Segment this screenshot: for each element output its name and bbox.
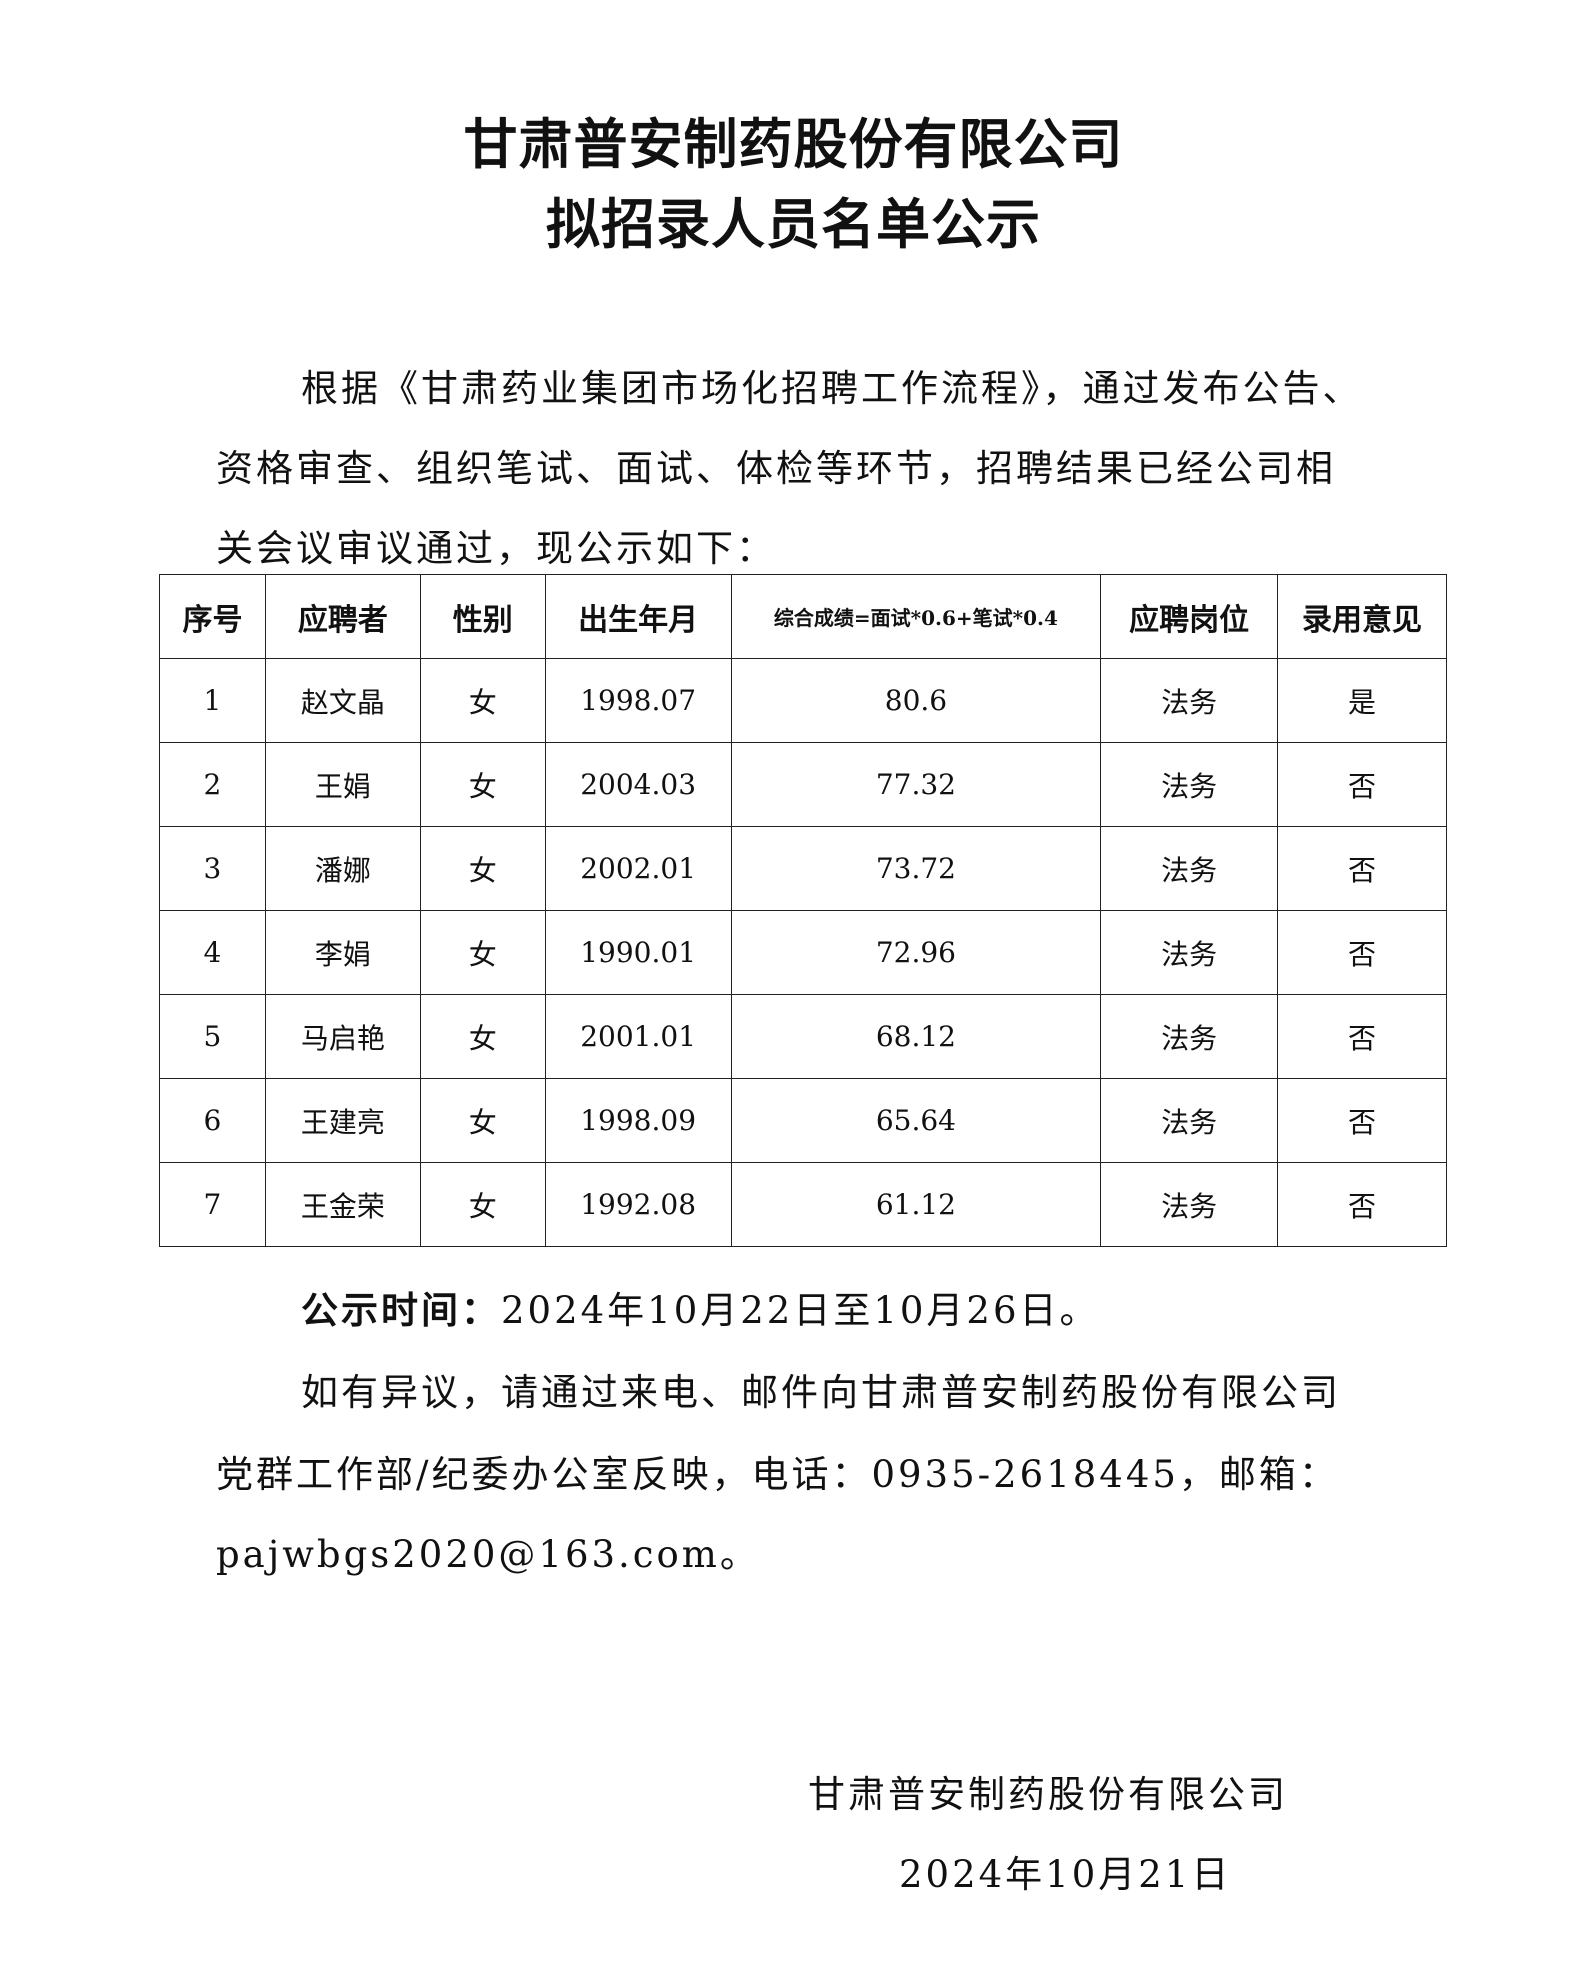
column-header: 应聘岗位 <box>1100 574 1279 659</box>
table-cell: 王金荣 <box>264 1162 421 1247</box>
table-cell: 赵文晶 <box>264 658 421 743</box>
table-cell: 法务 <box>1100 994 1279 1079</box>
table-cell: 6 <box>159 1078 266 1163</box>
document-subtitle: 拟招录人员名单公示 <box>546 192 1041 256</box>
table-cell: 否 <box>1277 826 1447 911</box>
table-cell: 否 <box>1277 994 1447 1079</box>
table-body: 1 赵文晶女 1998.07 80.6 法务是 2 王娟女 2004.03 77.32 法务否 3 潘… <box>159 658 1447 1247</box>
notice-email: pajwbgs2020@163.com。 <box>216 1533 760 1576</box>
intro-line-2: 资格审查、组织笔试、面试、体检等环节，招聘结果已经公司相 <box>216 447 1336 490</box>
table-cell: 法务 <box>1100 658 1279 743</box>
table-row: 2 王娟女 2004.03 77.32 法务否 <box>159 742 1447 827</box>
table-cell: 法务 <box>1100 910 1279 995</box>
table-row: 5 马启艳女 2001.01 68.12 法务否 <box>159 994 1447 1079</box>
table-cell: 法务 <box>1100 742 1279 827</box>
table-cell: 1 <box>159 658 266 743</box>
column-header: 录用意见 <box>1277 574 1447 659</box>
table-cell: 王建亮 <box>264 1078 421 1163</box>
table-cell: 1998.09 <box>544 1078 732 1163</box>
table-cell: 女 <box>419 910 546 995</box>
table-row: 6 王建亮女 1998.09 65.64 法务否 <box>159 1078 1447 1163</box>
table-cell: 是 <box>1277 658 1447 743</box>
table-cell: 马启艳 <box>264 994 421 1079</box>
notice-line-2: 党群工作部/纪委办公室反映，电话：0935-2618445，邮箱： <box>216 1453 1339 1496</box>
signature-org: 甘肃普安制药股份有限公司 <box>808 1773 1288 1816</box>
table-cell: 法务 <box>1100 826 1279 911</box>
table-header-row: 序号 应聘者 性别 出生年月 综合成绩=面试*0.6+笔试*0.4 应聘岗位 录用意见 <box>159 574 1447 659</box>
table-cell: 7 <box>159 1162 266 1247</box>
table-cell: 否 <box>1277 1162 1447 1247</box>
document-title: 甘肃普安制药股份有限公司 <box>463 112 1124 176</box>
signature-date: 2024年10月21日 <box>899 1853 1232 1896</box>
table-cell: 1998.07 <box>544 658 732 743</box>
table-cell: 法务 <box>1100 1162 1279 1247</box>
column-header: 序号 <box>159 574 266 659</box>
table-cell: 否 <box>1277 1078 1447 1163</box>
table-cell: 王娟 <box>264 742 421 827</box>
table-cell: 1990.01 <box>544 910 732 995</box>
table-cell: 80.6 <box>730 658 1102 743</box>
notice-period-label: 公示时间： <box>301 1288 501 1332</box>
table-cell: 5 <box>159 994 266 1079</box>
column-header: 性别 <box>419 574 546 659</box>
table-cell: 李娟 <box>264 910 421 995</box>
notice-period: 公示时间：2024年10月22日至10月26日。 <box>301 1280 1100 1334</box>
notice-period-value: 2024年10月22日至10月26日。 <box>501 1289 1100 1332</box>
table-row: 7 王金荣女 1992.08 61.12 法务否 <box>159 1162 1447 1247</box>
table-cell: 否 <box>1277 910 1447 995</box>
table-cell: 女 <box>419 826 546 911</box>
table-row: 1 赵文晶女 1998.07 80.6 法务是 <box>159 658 1447 743</box>
table-cell: 4 <box>159 910 266 995</box>
table-cell: 女 <box>419 1162 546 1247</box>
table-cell: 女 <box>419 994 546 1079</box>
table-row: 3 潘娜女 2002.01 73.72 法务否 <box>159 826 1447 911</box>
table-cell: 2 <box>159 742 266 827</box>
column-header: 出生年月 <box>544 574 732 659</box>
table-cell: 法务 <box>1100 1078 1279 1163</box>
table-cell: 女 <box>419 742 546 827</box>
table-cell: 68.12 <box>730 994 1102 1079</box>
column-header: 综合成绩=面试*0.6+笔试*0.4 <box>730 574 1102 659</box>
table-cell: 否 <box>1277 742 1447 827</box>
table-cell: 65.64 <box>730 1078 1102 1163</box>
table-cell: 女 <box>419 658 546 743</box>
table-cell: 2002.01 <box>544 826 732 911</box>
table-cell: 77.32 <box>730 742 1102 827</box>
table-cell: 潘娜 <box>264 826 421 911</box>
intro-line-3: 关会议审议通过，现公示如下： <box>216 527 776 570</box>
table-cell: 2004.03 <box>544 742 732 827</box>
table-cell: 1992.08 <box>544 1162 732 1247</box>
table-cell: 72.96 <box>730 910 1102 995</box>
table-cell: 73.72 <box>730 826 1102 911</box>
column-header: 应聘者 <box>264 574 421 659</box>
table-row: 4 李娟女 1990.01 72.96 法务否 <box>159 910 1447 995</box>
table-cell: 2001.01 <box>544 994 732 1079</box>
table-cell: 女 <box>419 1078 546 1163</box>
intro-line-1: 根据《甘肃药业集团市场化招聘工作流程》，通过发布公告、 <box>301 367 1363 410</box>
table-cell: 3 <box>159 826 266 911</box>
notice-line-1: 如有异议，请通过来电、邮件向甘肃普安制药股份有限公司 <box>301 1371 1341 1414</box>
table-cell: 61.12 <box>730 1162 1102 1247</box>
